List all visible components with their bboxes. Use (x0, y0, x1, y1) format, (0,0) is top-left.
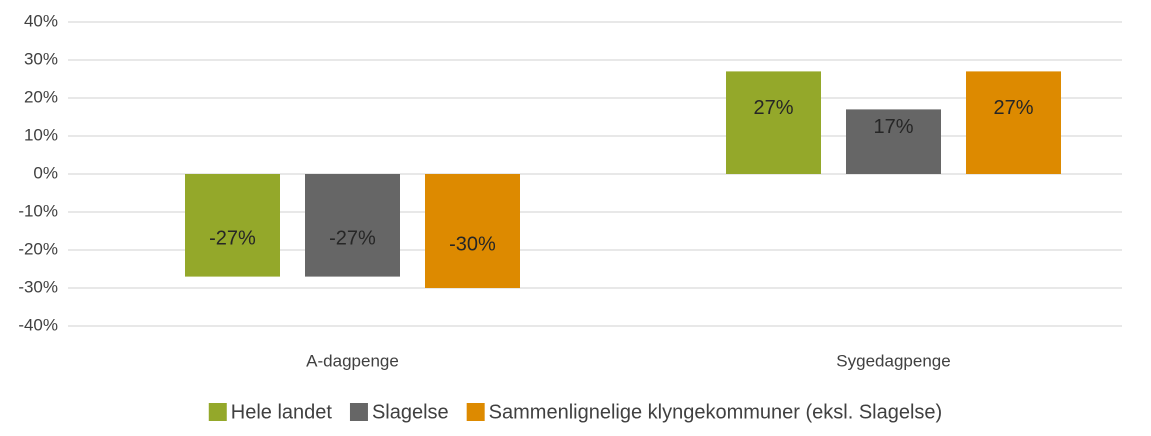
bar (846, 109, 941, 174)
y-tick-label: -40% (18, 315, 58, 334)
value-label: 17% (873, 116, 913, 138)
bar (425, 174, 520, 288)
value-label: -30% (449, 233, 496, 255)
y-tick-label: 0% (33, 163, 58, 182)
value-label: -27% (209, 228, 256, 250)
bar (185, 174, 280, 277)
value-label: 27% (753, 97, 793, 119)
legend-swatch (208, 403, 227, 421)
legend-label: Hele landet (231, 401, 333, 423)
x-tick-label: A-dagpenge (306, 351, 399, 370)
y-tick-label: 20% (24, 87, 58, 106)
bar (726, 71, 821, 174)
legend-swatch (349, 403, 368, 421)
y-tick-label: -10% (18, 201, 58, 220)
value-label: 27% (993, 97, 1033, 119)
bar (305, 174, 400, 277)
y-tick-label: 40% (24, 11, 58, 30)
y-tick-label: 10% (24, 125, 58, 144)
y-tick-label: -20% (18, 239, 58, 258)
bar (966, 71, 1061, 174)
legend-label: Slagelse (372, 401, 449, 423)
legend-label: Sammenlignelige klyngekommuner (eksl. Sl… (489, 401, 943, 423)
x-tick-label: Sygedagpenge (836, 351, 950, 370)
value-label: -27% (329, 228, 376, 250)
y-tick-label: 30% (24, 49, 58, 68)
legend-swatch (466, 403, 485, 421)
y-tick-label: -30% (18, 277, 58, 296)
